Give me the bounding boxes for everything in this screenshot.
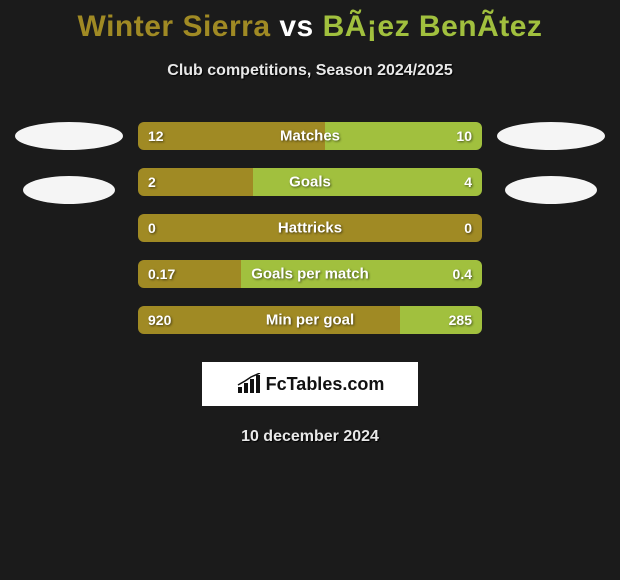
stat-bar: Goals per match 0.17 0.4 bbox=[138, 260, 482, 288]
logo-text: FcTables.com bbox=[266, 374, 385, 395]
avatar-placeholder bbox=[497, 122, 605, 150]
stat-bar: Min per goal 920 285 bbox=[138, 306, 482, 334]
stat-bar: Goals 2 4 bbox=[138, 168, 482, 196]
barchart-icon bbox=[236, 373, 262, 395]
right-avatar-column bbox=[482, 122, 620, 230]
stat-bar: Matches 12 10 bbox=[138, 122, 482, 150]
left-avatar-column bbox=[0, 122, 138, 230]
page-title: Winter Sierra vs BÃ¡ez BenÃ­tez bbox=[0, 0, 620, 44]
bar-value-left: 920 bbox=[148, 312, 171, 328]
bar-label: Matches bbox=[280, 128, 340, 145]
avatar-placeholder bbox=[23, 176, 115, 204]
bar-label: Goals bbox=[289, 174, 331, 191]
bar-value-right: 0.4 bbox=[453, 266, 472, 282]
stats-container: Matches 12 10 Goals 2 4 Hattricks 0 0 Goals per m… bbox=[0, 122, 620, 334]
bar-value-left: 0.17 bbox=[148, 266, 175, 282]
player1-name: Winter Sierra bbox=[78, 10, 271, 43]
bar-label: Goals per match bbox=[251, 266, 369, 283]
subtitle: Club competitions, Season 2024/2025 bbox=[0, 62, 620, 80]
bar-value-right: 10 bbox=[456, 128, 472, 144]
avatar-placeholder bbox=[505, 176, 597, 204]
logo-box: FcTables.com bbox=[202, 362, 418, 406]
bar-label: Min per goal bbox=[266, 312, 354, 329]
player2-name: BÃ¡ez BenÃ­tez bbox=[323, 10, 543, 43]
bar-value-right: 285 bbox=[449, 312, 472, 328]
stat-bar: Hattricks 0 0 bbox=[138, 214, 482, 242]
bar-label: Hattricks bbox=[278, 220, 342, 237]
bar-value-right: 0 bbox=[464, 220, 472, 236]
bar-value-left: 0 bbox=[148, 220, 156, 236]
stat-bars: Matches 12 10 Goals 2 4 Hattricks 0 0 Goals per m… bbox=[138, 122, 482, 334]
vs-text: vs bbox=[279, 10, 313, 43]
bar-value-left: 12 bbox=[148, 128, 164, 144]
date-text: 10 december 2024 bbox=[0, 428, 620, 446]
avatar-placeholder bbox=[15, 122, 123, 150]
bar-segment-right bbox=[253, 168, 482, 196]
bar-value-left: 2 bbox=[148, 174, 156, 190]
bar-value-right: 4 bbox=[464, 174, 472, 190]
